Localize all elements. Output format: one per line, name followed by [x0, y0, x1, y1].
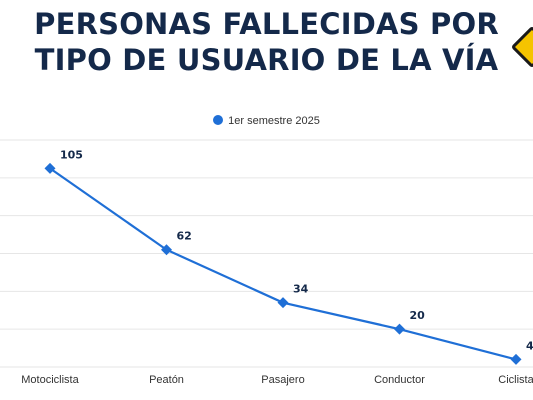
x-tick-label: Ciclista — [498, 374, 533, 386]
data-point-marker — [394, 323, 405, 335]
data-point-marker — [44, 162, 56, 174]
data-point-marker — [277, 297, 289, 309]
x-tick-label: Conductor — [374, 374, 425, 386]
chart-legend: 1er semestre 2025 — [0, 115, 533, 127]
data-label: 4 — [526, 339, 533, 352]
chart-title-line-1: PERSONAS FALLECIDAS POR — [34, 7, 499, 41]
chart-title: PERSONAS FALLECIDAS POR TIPO DE USUARIO … — [0, 6, 533, 78]
x-tick-label: Pasajero — [261, 374, 304, 386]
data-label: 105 — [60, 148, 83, 161]
data-label: 20 — [410, 309, 426, 322]
x-tick-label: Peatón — [149, 374, 184, 386]
data-point-marker — [161, 244, 172, 256]
data-point-marker — [510, 353, 522, 365]
data-label: 62 — [177, 230, 192, 243]
legend-marker — [213, 115, 224, 125]
chart-title-line-2: TIPO DE USUARIO DE LA VÍA — [34, 43, 499, 77]
x-tick-label: Motociclista — [21, 374, 79, 386]
legend-label: 1er semestre 2025 — [228, 115, 320, 127]
data-label: 34 — [293, 283, 309, 296]
series-line — [49, 167, 517, 361]
